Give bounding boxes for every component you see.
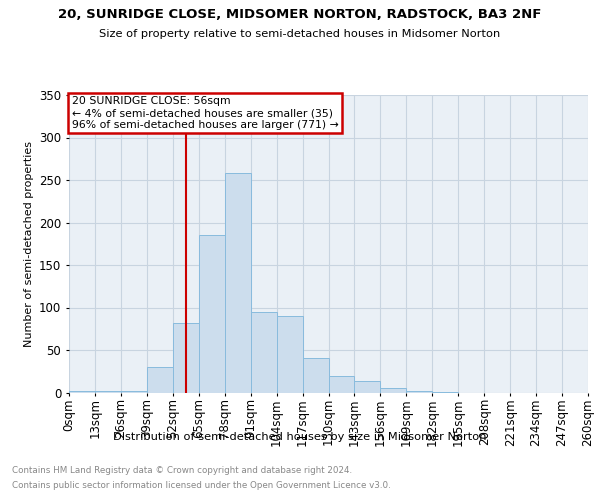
Text: 20 SUNRIDGE CLOSE: 56sqm
← 4% of semi-detached houses are smaller (35)
96% of se: 20 SUNRIDGE CLOSE: 56sqm ← 4% of semi-de… bbox=[71, 96, 338, 130]
Bar bbox=[355, 380, 380, 392]
Text: Distribution of semi-detached houses by size in Midsomer Norton: Distribution of semi-detached houses by … bbox=[113, 432, 487, 442]
Bar bbox=[95, 391, 121, 392]
Bar bbox=[121, 391, 147, 392]
Bar bbox=[251, 312, 277, 392]
Text: 20, SUNRIDGE CLOSE, MIDSOMER NORTON, RADSTOCK, BA3 2NF: 20, SUNRIDGE CLOSE, MIDSOMER NORTON, RAD… bbox=[58, 8, 542, 20]
Bar bbox=[380, 388, 406, 392]
Bar bbox=[69, 391, 95, 392]
Bar bbox=[302, 358, 329, 392]
Y-axis label: Number of semi-detached properties: Number of semi-detached properties bbox=[23, 141, 34, 347]
Bar bbox=[277, 316, 302, 392]
Bar bbox=[199, 236, 224, 392]
Text: Size of property relative to semi-detached houses in Midsomer Norton: Size of property relative to semi-detach… bbox=[100, 29, 500, 39]
Text: Contains HM Land Registry data © Crown copyright and database right 2024.: Contains HM Land Registry data © Crown c… bbox=[12, 466, 352, 475]
Bar bbox=[147, 367, 173, 392]
Bar bbox=[406, 391, 432, 392]
Bar bbox=[173, 323, 199, 392]
Text: Contains public sector information licensed under the Open Government Licence v3: Contains public sector information licen… bbox=[12, 481, 391, 490]
Bar bbox=[329, 376, 355, 392]
Bar bbox=[224, 173, 251, 392]
Bar bbox=[588, 391, 600, 392]
